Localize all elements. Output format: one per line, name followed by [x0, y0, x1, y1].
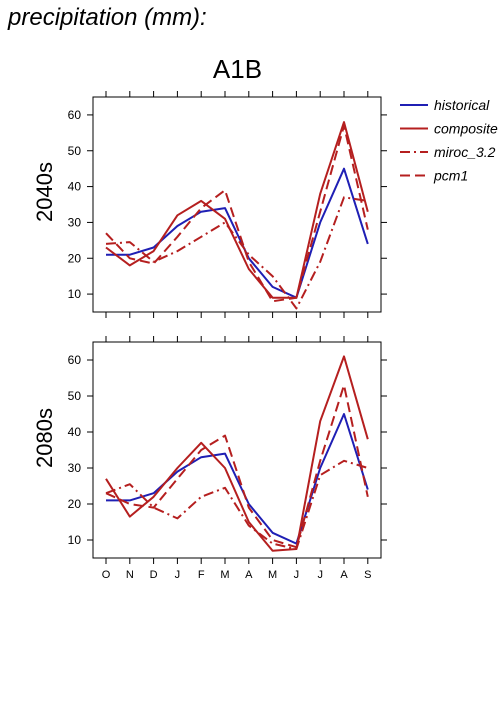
figure-title: precipitation (mm):: [8, 4, 207, 31]
y-tick-label: 30: [68, 461, 82, 475]
x-tick-label: J: [294, 569, 300, 581]
x-tick-label: M: [220, 569, 229, 581]
x-tick-label: M: [268, 569, 277, 581]
y-tick-label: 10: [68, 287, 82, 301]
series-line-composite: [105, 121, 369, 299]
series-line-historical: [106, 413, 369, 545]
plot-frame: [92, 341, 382, 559]
legend-label: composite: [434, 121, 498, 137]
y-tick-label: 20: [68, 251, 82, 265]
series-line-composite: [105, 355, 369, 552]
legend-label: miroc_3.2: [434, 144, 496, 160]
series-line-miroc-3-2: [105, 196, 368, 310]
y-tick-label: 20: [68, 497, 82, 511]
y-tick-label: 50: [68, 144, 82, 158]
x-tick-label: S: [364, 569, 371, 581]
x-tick-label: J: [175, 569, 181, 581]
panel-label: 2080s: [32, 408, 57, 468]
y-tick-label: 60: [68, 353, 82, 367]
plot-frame: [92, 96, 382, 313]
y-tick-label: 50: [68, 389, 82, 403]
series-line-pcm1: [105, 384, 369, 549]
x-tick-label: A: [340, 569, 348, 581]
x-tick-label: F: [198, 569, 205, 581]
legend-label: historical: [434, 97, 490, 113]
series-line-historical: [106, 167, 369, 299]
x-tick-label: N: [126, 569, 134, 581]
series-line-pcm1: [105, 124, 369, 303]
series-line-miroc-3-2: [105, 459, 369, 550]
panel-label: 2040s: [32, 162, 57, 222]
legend-label: pcm1: [433, 168, 468, 184]
x-tick-label: J: [317, 569, 323, 581]
y-tick-label: 60: [68, 108, 82, 122]
y-tick-label: 10: [68, 533, 82, 547]
x-tick-label: A: [245, 569, 253, 581]
y-tick-label: 40: [68, 180, 82, 194]
scenario-subtitle: A1B: [212, 54, 263, 84]
y-tick-label: 40: [68, 425, 82, 439]
y-tick-label: 30: [68, 215, 82, 229]
x-tick-label: O: [102, 569, 111, 581]
x-tick-label: D: [150, 569, 158, 581]
